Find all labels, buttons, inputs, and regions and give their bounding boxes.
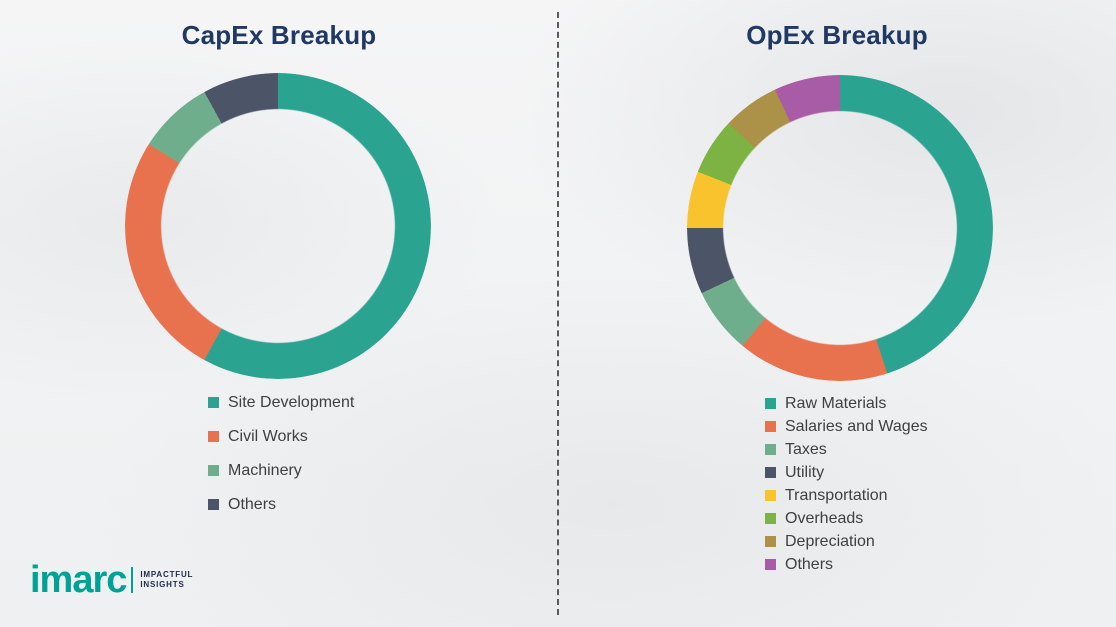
capex-donut-chart	[125, 73, 431, 379]
legend-item: Transportation	[765, 486, 928, 505]
legend-item: Site Development	[208, 393, 354, 412]
legend-label: Depreciation	[785, 533, 875, 550]
legend-item: Others	[208, 495, 354, 514]
legend-label: Taxes	[785, 441, 827, 458]
legend-item: Salaries and Wages	[765, 417, 928, 436]
imarc-tagline-line2: INSIGHTS	[140, 580, 185, 589]
legend-label: Transportation	[785, 487, 888, 504]
legend-swatch	[765, 444, 776, 455]
legend-swatch	[208, 499, 219, 510]
capex-legend: Site Development Civil Works Machinery Othe…	[208, 393, 354, 529]
legend-label: Site Development	[228, 394, 355, 411]
capex-title: CapEx Breakup	[181, 20, 377, 50]
legend-swatch	[765, 421, 776, 432]
legend-label: Others	[228, 496, 277, 513]
legend-item: Utility	[765, 463, 928, 482]
legend-item: Taxes	[765, 440, 928, 459]
legend-swatch	[765, 467, 776, 478]
imarc-tagline-line1: IMPACTFUL	[140, 570, 194, 579]
legend-swatch	[765, 490, 776, 501]
legend-item: Others	[765, 555, 928, 574]
legend-swatch	[208, 397, 219, 408]
opex-legend: Raw Materials Salaries and Wages Taxes Util…	[765, 394, 928, 578]
divider-dashed-line	[557, 12, 559, 615]
legend-swatch	[208, 465, 219, 476]
legend-item: Machinery	[208, 461, 354, 480]
legend-swatch	[765, 536, 776, 547]
legend-label: Utility	[785, 464, 825, 481]
legend-swatch	[765, 513, 776, 524]
legend-swatch	[765, 559, 776, 570]
imarc-logo-tagline: IMPACTFUL INSIGHTS	[140, 570, 193, 590]
legend-swatch	[765, 398, 776, 409]
legend-item: Overheads	[765, 509, 928, 528]
legend-label: Others	[785, 556, 834, 573]
opex-title: OpEx Breakup	[746, 20, 928, 50]
legend-label: Salaries and Wages	[785, 418, 928, 435]
legend-swatch	[208, 431, 219, 442]
legend-label: Overheads	[785, 510, 864, 527]
legend-item: Civil Works	[208, 427, 354, 446]
imarc-logo-text: imarc	[30, 559, 127, 601]
legend-label: Raw Materials	[785, 395, 887, 412]
legend-item: Depreciation	[765, 532, 928, 551]
opex-donut-chart	[687, 75, 993, 381]
legend-label: Machinery	[228, 462, 302, 479]
imarc-logo-separator	[131, 567, 134, 593]
imarc-logo: imarc IMPACTFUL INSIGHTS	[30, 559, 193, 601]
legend-item: Raw Materials	[765, 394, 928, 413]
legend-label: Civil Works	[228, 428, 308, 445]
